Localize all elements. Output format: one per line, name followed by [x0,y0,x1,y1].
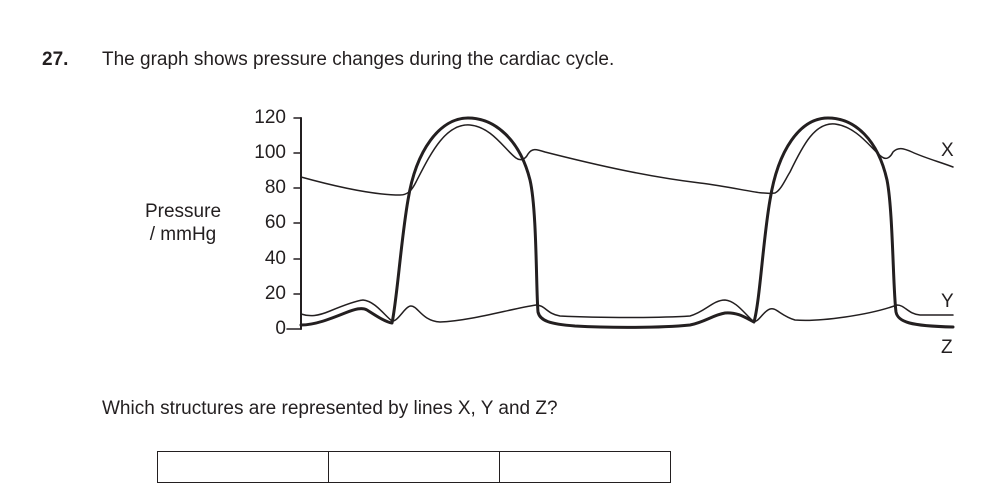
table-row [157,451,671,483]
y-tick-120: 120 [254,107,286,128]
followup-question: Which structures are represented by line… [102,398,558,419]
line-z [299,116,955,329]
y-axis-label-line2: / mmHg [149,224,217,245]
question-text: The graph shows pressure changes during … [102,49,615,70]
y-tick-0: 0 [275,318,286,339]
series-label-y: Y [941,291,954,312]
y-tick-40: 40 [264,248,286,269]
y-tick-80: 80 [264,177,286,198]
pressure-chart [286,116,955,330]
line-y [300,299,954,323]
question-number: 27. [42,49,69,70]
line-x [300,123,954,196]
y-axis-label: Pressure / mmHg [128,200,238,246]
y-tick-60: 60 [264,212,286,233]
table-cell [499,451,671,483]
table-cell [157,451,329,483]
series-label-z: Z [941,337,953,358]
series-label-x: X [941,140,954,161]
y-tick-20: 20 [264,283,286,304]
y-axis-ticks [286,117,302,330]
y-tick-100: 100 [254,142,286,163]
y-axis-label-line1: Pressure [144,201,222,222]
answer-table [157,451,671,483]
table-cell [328,451,500,483]
